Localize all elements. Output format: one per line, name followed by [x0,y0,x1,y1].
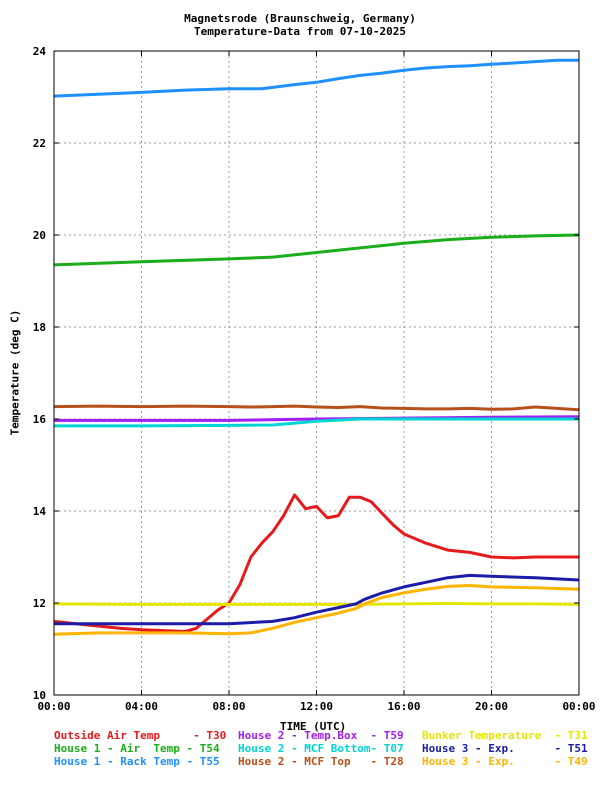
x-tick-label: 00:00 [562,700,595,713]
legend-item-t49: House 3 - Exp. - T49 [422,755,588,768]
y-axis-title: Temperature (deg C) [8,309,22,436]
series-line-8 [53,584,580,636]
x-tick-label: 16:00 [387,700,420,713]
y-tick-label: 16 [33,413,47,426]
legend-item-t59: House 2 - Temp.Box - T59 [238,729,404,742]
y-tick-label: 14 [33,505,47,518]
series-line-3 [54,415,580,422]
legend-item-t51: House 3 - Exp. - T51 [422,742,588,755]
grid-lines [54,51,579,695]
x-tick-label: 00:00 [37,700,70,713]
series-line-0 [53,493,579,633]
legend-item-t54: House 1 - Air Temp - T54 [54,742,220,755]
y-tick-label: 10 [33,689,46,702]
x-tick-label: 04:00 [125,700,158,713]
legend-item-t30: Outside Air Temp - T30 [54,729,227,742]
y-tick-label: 20 [33,229,46,242]
x-tick-label: 20:00 [475,700,508,713]
legend-item-t55: House 1 - Rack Temp - T55 [54,755,220,768]
y-tick-label: 12 [33,597,46,610]
axis-ticks: 00:00 04:00 08:00 12:00 16:00 20:00 00:0010121… [33,45,596,713]
series-line-1 [53,233,580,267]
series-line-2 [53,58,579,98]
y-tick-label: 18 [33,321,46,334]
y-tick-label: 24 [33,45,47,58]
legend-item-t28: House 2 - MCF Top - T28 [238,755,404,768]
y-tick-label: 22 [33,137,46,150]
x-tick-label: 08:00 [212,700,245,713]
series-line-4 [54,417,579,428]
series-lines [53,58,580,636]
chart-subtitle: Temperature-Data from 07-10-2025 [194,25,406,38]
x-axis-title: TIME (UTC) [280,720,347,733]
x-tick-label: 12:00 [300,700,333,713]
legend-item-t31: Bunker Temperature - T31 [422,729,588,742]
series-line-6 [53,602,580,606]
chart-title: Magnetsrode (Braunschweig, Germany) [184,12,416,25]
series-line-5 [53,404,580,412]
series-line-7 [54,573,580,626]
legend-item-t07: House 2 - MCF Bottom- T07 [238,742,404,755]
